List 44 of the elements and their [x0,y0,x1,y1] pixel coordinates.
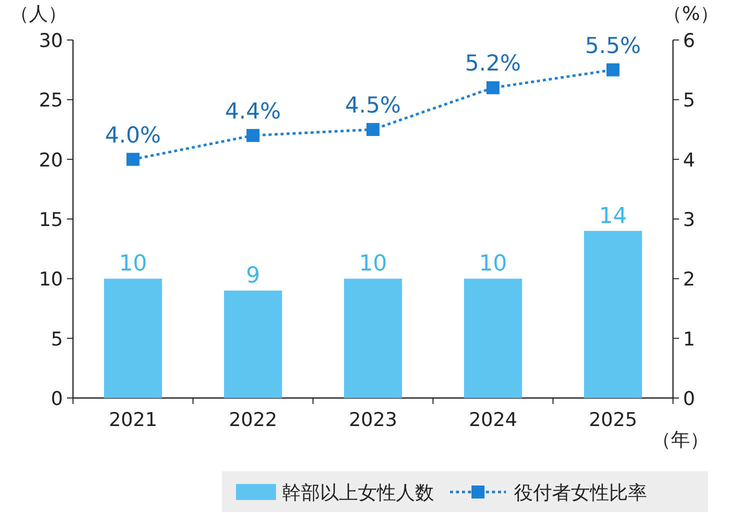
data-label: 4.0% [105,123,161,148]
point [246,128,260,142]
point [366,123,380,136]
bar [464,278,522,398]
y2-tick-label: 5 [683,90,696,112]
y2-tick-label: 2 [683,268,696,291]
point [486,81,500,94]
legend-label: 幹部以上女性人数 [282,482,434,504]
y2-tick-label: 6 [683,30,696,52]
bar [224,290,282,398]
x-axis-title: （年） [652,429,709,451]
y2-axis-title: （%） [662,3,719,25]
data-label: 4.4% [225,99,281,124]
legend-label: 役付者女性比率 [514,482,647,504]
point [606,63,620,76]
y-tick-label: 10 [38,268,63,291]
y-tick-label: 20 [38,149,63,172]
y-tick-label: 5 [50,328,63,350]
y2-tick-label: 3 [683,209,696,231]
y2-tick-label: 1 [683,328,696,350]
bar [584,230,642,398]
data-label: 14 [599,204,627,229]
y-tick-label: 0 [50,388,63,410]
data-label: 5.2% [465,52,521,77]
point [126,152,140,166]
y-tick-label: 30 [38,30,63,52]
x-tick-label: 2024 [468,409,518,431]
x-tick-label: 2022 [228,409,278,431]
bar [104,278,162,398]
x-tick-label: 2021 [108,409,158,431]
y-tick-label: 15 [38,209,63,231]
data-label: 9 [246,264,260,289]
data-label: 10 [479,252,507,277]
x-tick-label: 2025 [588,409,638,431]
y2-tick-label: 4 [683,149,696,172]
x-tick-label: 2023 [348,409,398,431]
data-label: 5.5% [585,34,641,59]
bar [344,278,402,398]
y-tick-label: 25 [38,90,63,112]
data-label: 4.5% [345,94,401,118]
y2-tick-label: 0 [683,388,696,410]
y-axis-title: （人） [10,3,67,25]
data-label: 10 [119,252,147,277]
data-label: 10 [359,252,387,277]
